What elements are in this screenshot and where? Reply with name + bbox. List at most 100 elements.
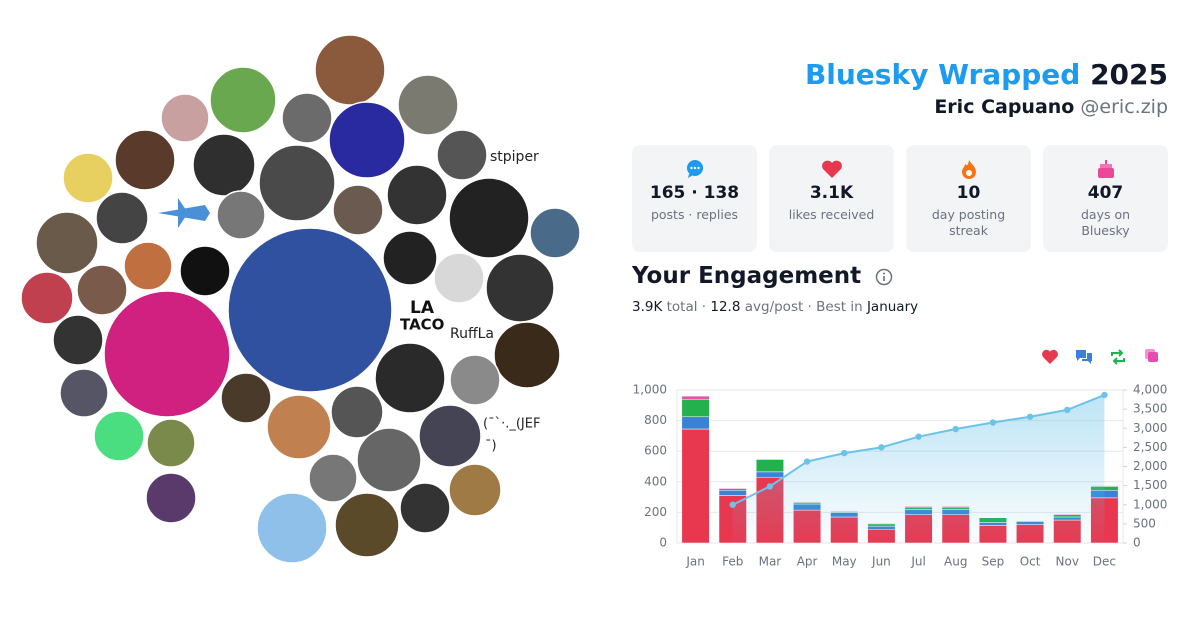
stat-card: 3.1K likes received xyxy=(769,145,894,252)
legend-icon xyxy=(1076,350,1092,364)
avatar xyxy=(332,184,384,236)
line-point xyxy=(952,425,959,433)
year: 2025 xyxy=(1090,58,1168,91)
avatar xyxy=(256,492,328,564)
avatar xyxy=(220,372,272,424)
avatar xyxy=(334,492,400,558)
x-tick-label: Jun xyxy=(871,555,891,569)
avatar xyxy=(123,241,173,291)
x-tick-label: Jan xyxy=(685,555,705,569)
airplane-icon xyxy=(158,198,210,228)
avatar xyxy=(160,93,210,143)
y2-tick-label: 1,000 xyxy=(1133,497,1167,511)
avatar xyxy=(227,227,393,393)
stat-card: 10 day posting streak xyxy=(906,145,1031,252)
line-point xyxy=(1101,391,1108,399)
avatar xyxy=(308,453,358,503)
avatar xyxy=(493,321,561,389)
summary: 3.9K total · 12.8 avg/post · Best in Jan… xyxy=(632,299,918,315)
avatar xyxy=(258,144,336,222)
avatar xyxy=(216,190,266,240)
avatar xyxy=(314,34,386,106)
y-tick-label: 200 xyxy=(644,505,667,519)
avatar xyxy=(449,354,501,406)
y2-tick-label: 1,500 xyxy=(1133,478,1167,492)
x-tick-label: Nov xyxy=(1056,555,1079,569)
title-text: Bluesky Wrapped xyxy=(804,58,1081,91)
x-tick-label: Feb xyxy=(722,555,743,569)
bar-segment xyxy=(755,471,784,478)
logo-text: LA xyxy=(410,298,435,318)
avatar xyxy=(436,129,488,181)
section-title: Your Engagement xyxy=(632,263,893,289)
bar-segment xyxy=(718,489,747,496)
y-tick-label: 600 xyxy=(644,444,667,458)
x-tick-label: Aug xyxy=(944,555,967,569)
avatar-alt: ¯) xyxy=(485,439,497,454)
avatar xyxy=(145,472,197,524)
line-point xyxy=(841,449,848,457)
y2-tick-label: 2,500 xyxy=(1133,440,1167,454)
x-tick-label: Jul xyxy=(910,555,925,569)
total-label: total · xyxy=(666,299,711,315)
avatar xyxy=(356,427,422,493)
section-title-text: Your Engagement xyxy=(632,263,862,289)
x-tick-label: Dec xyxy=(1093,555,1116,569)
avatar xyxy=(386,164,448,226)
y-tick-label: 800 xyxy=(644,413,667,427)
avg: 12.8 xyxy=(710,299,741,315)
bar-segment xyxy=(755,459,784,473)
avatar xyxy=(418,404,482,468)
y-tick-label: 400 xyxy=(644,474,667,488)
avatar xyxy=(20,271,74,325)
y2-tick-label: 0 xyxy=(1133,536,1141,550)
line-point xyxy=(803,458,811,465)
user-name: Eric Capuano xyxy=(934,96,1075,118)
y2-tick-label: 3,000 xyxy=(1133,421,1167,435)
legend-icon xyxy=(1148,352,1158,362)
bar-segment xyxy=(681,428,710,544)
avatar xyxy=(146,418,196,468)
avatar xyxy=(95,191,149,245)
avatar xyxy=(59,368,109,418)
bar-segment xyxy=(681,416,710,430)
bar-segment xyxy=(681,398,710,418)
avatar xyxy=(448,177,530,259)
avatar xyxy=(114,129,176,191)
avatar xyxy=(448,463,502,517)
avatar xyxy=(433,252,485,304)
avatar xyxy=(330,385,384,439)
line-point xyxy=(878,444,885,451)
avatar xyxy=(192,133,256,197)
total: 3.9K xyxy=(632,299,663,315)
line-point xyxy=(729,501,736,508)
avatar xyxy=(328,101,406,179)
logo-text: TACO xyxy=(400,316,444,334)
icon xyxy=(686,160,703,178)
avatar xyxy=(52,314,104,366)
y2-tick-label: 2,000 xyxy=(1133,459,1167,473)
avatar xyxy=(179,245,231,297)
stat-label: days on Bluesky xyxy=(1080,207,1131,238)
user-handle: @eric.zip xyxy=(1080,96,1168,118)
y2-tick-label: 500 xyxy=(1133,516,1156,530)
stat-label: likes received xyxy=(788,207,875,222)
avatar xyxy=(93,410,145,462)
stat-card: 165 · 138 posts · replies xyxy=(632,145,757,252)
x-tick-label: Apr xyxy=(797,555,818,569)
stat-label: day posting streak xyxy=(931,207,1006,238)
stat-card: 407 days on Bluesky xyxy=(1043,145,1168,252)
avatar xyxy=(35,211,99,275)
avatar xyxy=(266,394,332,460)
info-icon[interactable] xyxy=(875,268,893,286)
icon xyxy=(1097,160,1114,178)
line-point xyxy=(915,433,922,440)
avatar-alt: RuffLa xyxy=(450,326,494,342)
line-point xyxy=(989,419,997,426)
line-area xyxy=(732,394,1105,543)
icon xyxy=(821,160,842,178)
best-month: January xyxy=(866,299,919,315)
stat-value: 3.1K xyxy=(809,183,854,203)
